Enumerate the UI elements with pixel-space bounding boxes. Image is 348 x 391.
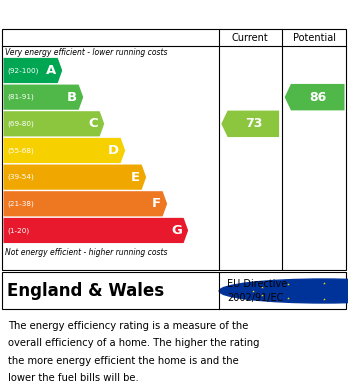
Text: A: A	[46, 64, 56, 77]
Text: (81-91): (81-91)	[8, 94, 34, 100]
Text: (55-68): (55-68)	[8, 147, 34, 154]
Text: Not energy efficient - higher running costs: Not energy efficient - higher running co…	[5, 248, 168, 257]
Polygon shape	[3, 58, 62, 83]
Text: F: F	[152, 197, 161, 210]
Polygon shape	[221, 111, 279, 137]
Text: overall efficiency of a home. The higher the rating: overall efficiency of a home. The higher…	[8, 338, 259, 348]
Text: lower the fuel bills will be.: lower the fuel bills will be.	[8, 373, 139, 384]
Text: 86: 86	[309, 91, 327, 104]
Text: Potential: Potential	[293, 33, 335, 43]
Text: (21-38): (21-38)	[8, 201, 34, 207]
Text: D: D	[108, 144, 119, 157]
Text: B: B	[67, 91, 77, 104]
Polygon shape	[3, 111, 104, 136]
Text: 2002/91/EC: 2002/91/EC	[227, 293, 284, 303]
Text: (92-100): (92-100)	[8, 67, 39, 74]
Text: Energy Efficiency Rating: Energy Efficiency Rating	[9, 7, 211, 22]
Text: Very energy efficient - lower running costs: Very energy efficient - lower running co…	[5, 48, 168, 57]
Polygon shape	[285, 84, 345, 110]
Circle shape	[219, 279, 348, 303]
Text: (39-54): (39-54)	[8, 174, 34, 180]
Text: 73: 73	[245, 117, 262, 130]
Polygon shape	[3, 84, 83, 110]
Text: The energy efficiency rating is a measure of the: The energy efficiency rating is a measur…	[8, 321, 248, 331]
Polygon shape	[3, 218, 188, 243]
Text: EU Directive: EU Directive	[227, 279, 287, 289]
Text: (69-80): (69-80)	[8, 120, 34, 127]
Text: (1-20): (1-20)	[8, 227, 30, 234]
Text: G: G	[171, 224, 182, 237]
Text: England & Wales: England & Wales	[7, 282, 164, 300]
Polygon shape	[3, 138, 125, 163]
Polygon shape	[3, 191, 167, 216]
Text: E: E	[131, 170, 140, 184]
Text: Current: Current	[232, 33, 269, 43]
Polygon shape	[3, 165, 146, 190]
Text: C: C	[88, 117, 98, 130]
Text: the more energy efficient the home is and the: the more energy efficient the home is an…	[8, 356, 238, 366]
